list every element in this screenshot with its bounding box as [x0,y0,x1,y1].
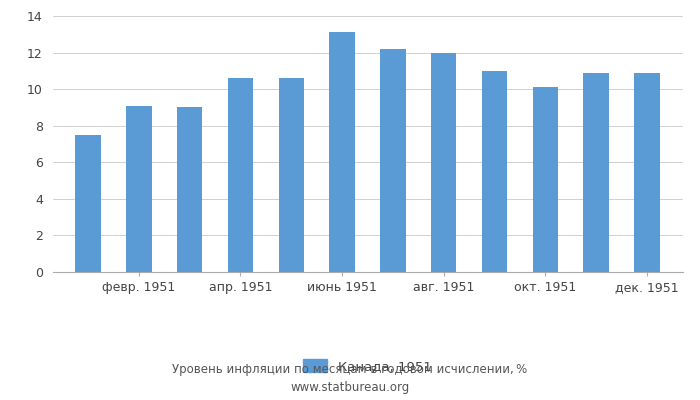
Text: Уровень инфляции по месяцам в годовом исчислении, %: Уровень инфляции по месяцам в годовом ис… [172,364,528,376]
Legend: Канада, 1951: Канада, 1951 [303,359,432,373]
Bar [380,49,405,272]
Text: www.statbureau.org: www.statbureau.org [290,382,410,394]
Bar [431,52,456,272]
Bar [177,108,202,272]
Bar [228,78,253,272]
Bar [76,135,101,272]
Bar [279,78,304,272]
Bar [634,73,659,272]
Bar [330,32,355,272]
Bar [126,106,152,272]
Bar [482,71,508,272]
Bar [533,87,558,272]
Bar [583,73,609,272]
